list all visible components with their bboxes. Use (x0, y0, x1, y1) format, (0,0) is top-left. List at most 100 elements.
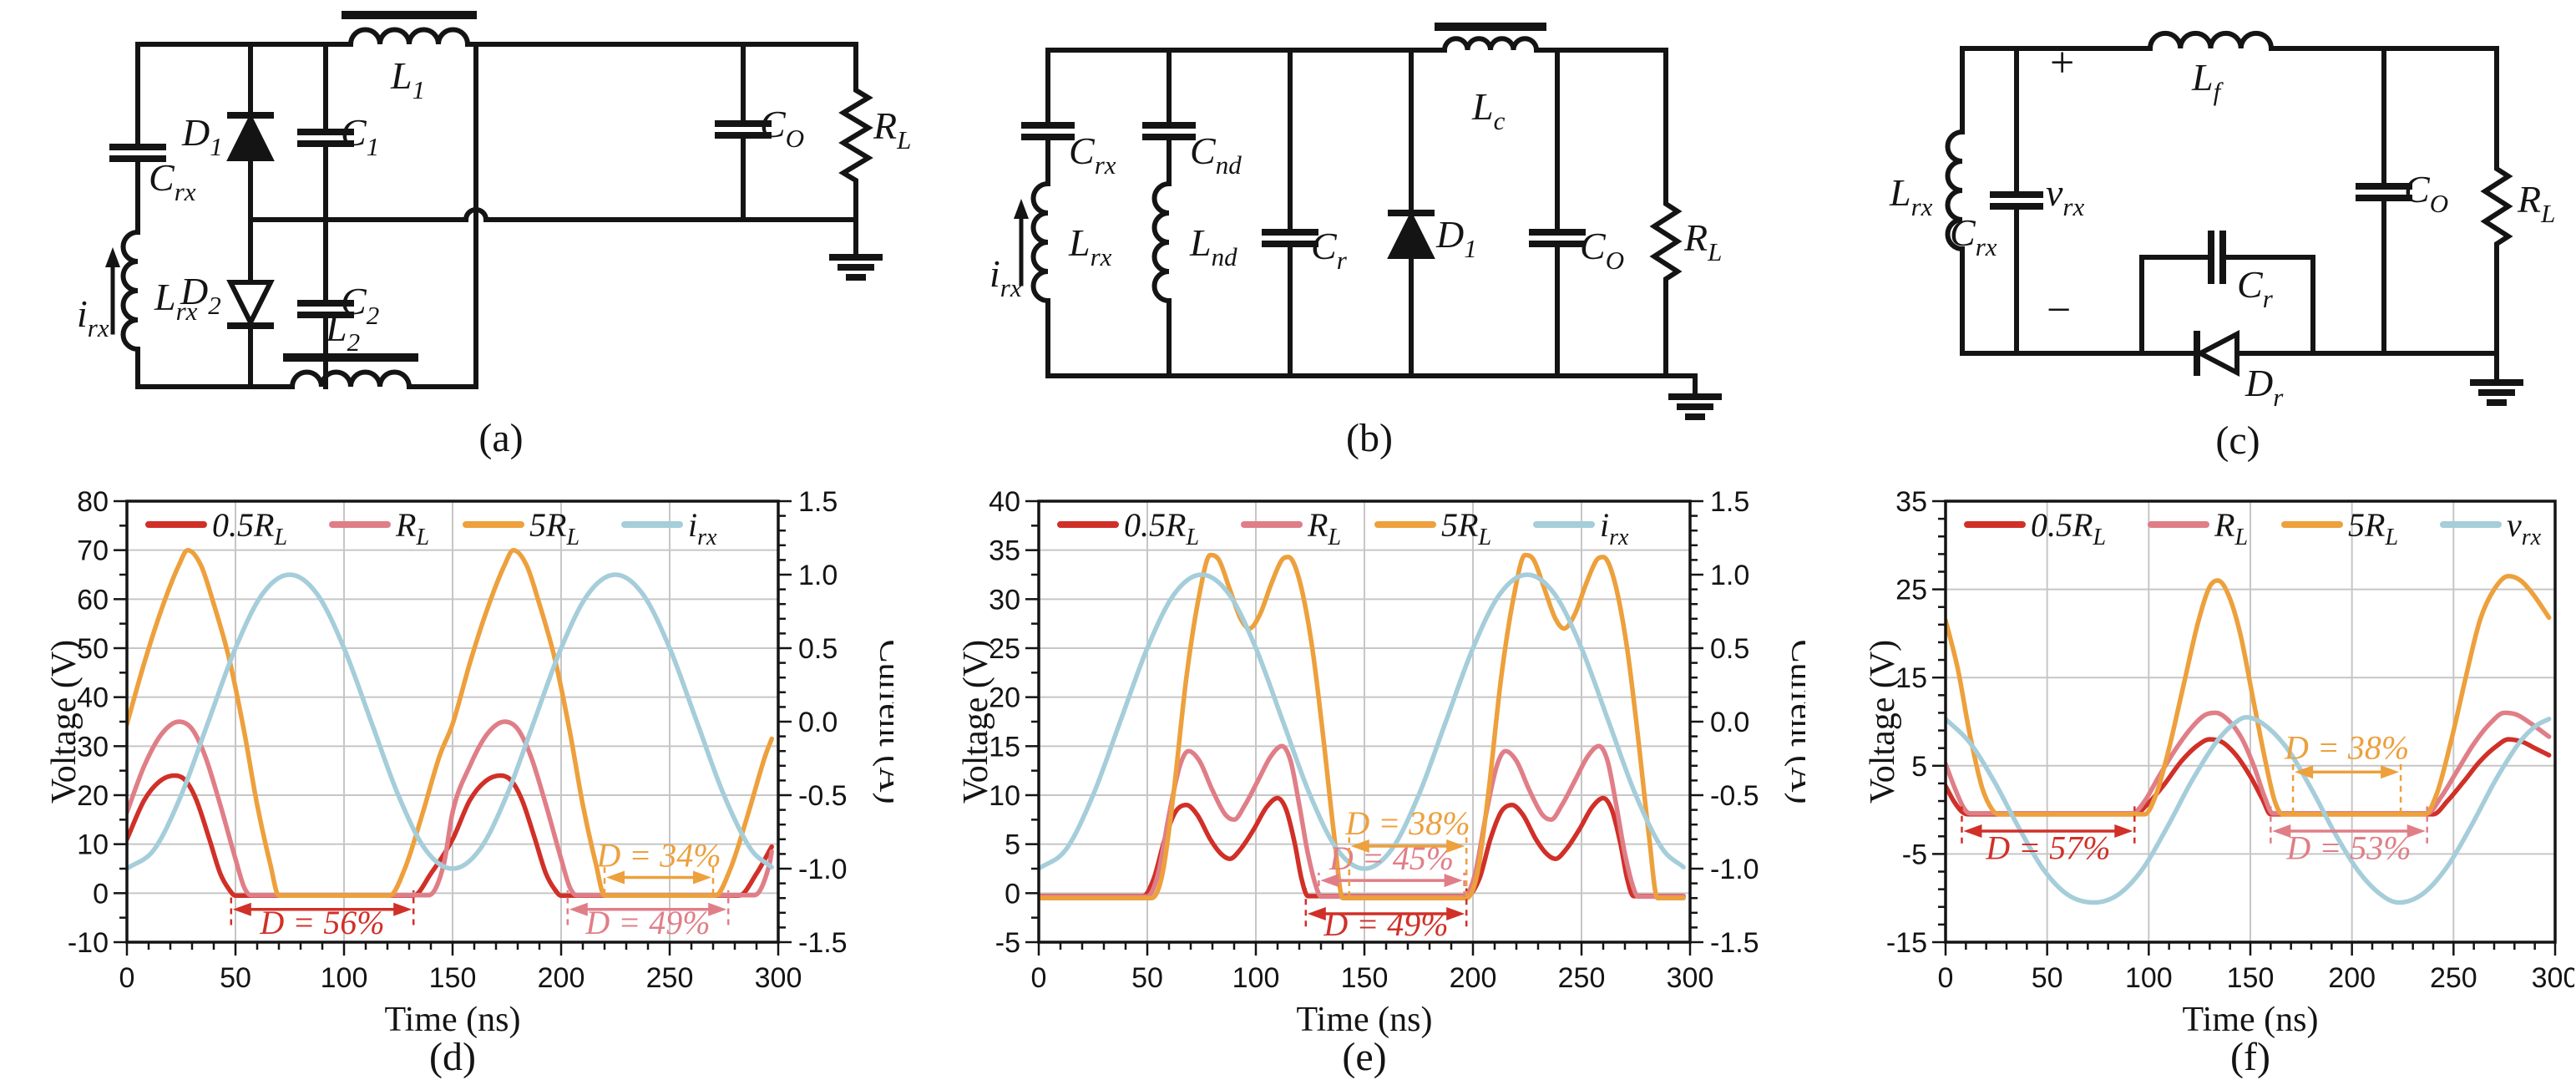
svg-text:20: 20 (989, 682, 1020, 714)
label-rl: RL (873, 104, 912, 155)
current-arrow-irx (105, 247, 120, 335)
svg-text:D = 34%: D = 34% (595, 837, 721, 875)
svg-text:D = 53%: D = 53% (2285, 829, 2411, 867)
inductor-lrx-icon (120, 229, 141, 352)
capacitor-crx-icon (1021, 122, 1075, 140)
svg-text:300: 300 (1667, 962, 1714, 994)
chart-e: 0 50 100 150 200 250 300 -5 0 5 10 15 20 25 30 35 40 -1.5… (957, 486, 1822, 1040)
label-lc: Lc (1472, 85, 1506, 135)
svg-text:40: 40 (989, 487, 1020, 518)
svg-text:150: 150 (2227, 962, 2275, 994)
svg-text:Voltage (V): Voltage (V) (962, 640, 995, 804)
series-irx (126, 572, 774, 871)
resistor-rl-icon (838, 42, 873, 222)
svg-text:0.0: 0.0 (798, 707, 838, 738)
svg-text:D = 49%: D = 49% (1323, 905, 1448, 943)
svg-text:10: 10 (989, 780, 1020, 812)
svg-text:15: 15 (1895, 662, 1927, 694)
series-5RL (1945, 574, 2552, 817)
inductor-l1-icon (342, 11, 477, 48)
label-co: CO (2404, 168, 2449, 218)
diode-dr-icon (2194, 330, 2239, 377)
capacitor-cr-icon (1262, 48, 1318, 378)
label-lnd: Lnd (1190, 221, 1237, 271)
label-lf: Lf (2192, 56, 2221, 106)
circuit-a-drawing (105, 11, 883, 390)
svg-text:D = 56%: D = 56% (259, 904, 384, 941)
svg-text:10: 10 (77, 829, 109, 861)
diode-d1-icon (226, 112, 275, 161)
svg-text:1.5: 1.5 (798, 487, 838, 518)
minus-sign: − (2047, 286, 2072, 334)
label-d1: D1 (182, 111, 223, 161)
chart-plot-d: 0 50 100 150 200 250 300 -10 0 10 20 30 40 50 60 70 80 -1… (45, 486, 910, 1039)
svg-text:100: 100 (321, 962, 368, 994)
svg-text:100: 100 (2125, 962, 2173, 994)
svg-text:-1.0: -1.0 (798, 854, 848, 885)
svg-text:5RL: 5RL (529, 506, 579, 550)
svg-text:0.5: 0.5 (1710, 633, 1749, 665)
label-d1: D1 (1436, 213, 1477, 263)
label-d2: D2 (180, 270, 221, 320)
svg-text:Voltage (V): Voltage (V) (50, 640, 84, 804)
diode-d1-icon (1387, 48, 1435, 378)
circuit-b: irx Crx Lrx Cnd Lnd Cr D1 Lc CO RL (989, 8, 1741, 443)
svg-text:-5: -5 (995, 927, 1020, 959)
svg-text:250: 250 (2430, 962, 2477, 994)
circuit-c-drawing (1945, 30, 2523, 406)
svg-text:0: 0 (119, 962, 135, 994)
svg-text:80: 80 (77, 487, 109, 518)
svg-text:0.5: 0.5 (798, 633, 838, 665)
svg-text:200: 200 (1450, 962, 1497, 994)
ground-icon (829, 217, 883, 281)
svg-text:vrx: vrx (2507, 506, 2542, 550)
svg-text:25: 25 (1895, 575, 1927, 606)
capacitor-co-icon (2356, 46, 2412, 356)
svg-text:70: 70 (77, 535, 109, 567)
svg-text:0: 0 (1005, 878, 1020, 910)
svg-text:25: 25 (989, 633, 1020, 665)
svg-text:1.5: 1.5 (1710, 487, 1749, 518)
diode-d2-icon (226, 280, 275, 329)
wire-mid-rail (248, 207, 858, 223)
inductor-l2-icon (283, 353, 418, 390)
capacitor-cr-loop (2139, 231, 2315, 356)
series-irx (1038, 572, 1686, 871)
label-irx: irx (77, 292, 109, 342)
label-dr: Dr (2245, 362, 2284, 412)
label-lrx: Lrx (154, 276, 198, 326)
capacitor-co-icon (1529, 48, 1586, 378)
svg-text:0.0: 0.0 (1710, 707, 1749, 738)
svg-text:0: 0 (93, 878, 109, 910)
svg-text:0: 0 (1938, 962, 1954, 994)
svg-text:-1.5: -1.5 (798, 927, 848, 959)
series-RL (126, 719, 774, 898)
chart-plot-e: 0 50 100 150 200 250 300 -5 0 5 10 15 20 25 30 35 40 -1.5… (957, 486, 1822, 1039)
svg-text:15: 15 (989, 731, 1020, 763)
svg-text:Time (ns): Time (ns) (1297, 1001, 1433, 1039)
svg-text:-1.0: -1.0 (1710, 854, 1759, 885)
svg-text:200: 200 (2328, 962, 2376, 994)
series-vrx (1945, 714, 2552, 905)
label-crx: Crx (1069, 129, 1116, 180)
svg-text:35: 35 (989, 535, 1020, 567)
svg-text:-5: -5 (1902, 839, 1927, 870)
svg-text:300: 300 (755, 962, 802, 994)
circuit-b-drawing (1014, 23, 1722, 420)
capacitor-cnd-icon (1142, 122, 1196, 140)
label-co: CO (760, 103, 805, 153)
svg-text:30: 30 (989, 584, 1020, 616)
svg-text:RL: RL (1307, 506, 1341, 550)
svg-text:100: 100 (1232, 962, 1280, 994)
capacitor-cr-icon (2208, 231, 2226, 284)
svg-text:D = 57%: D = 57% (1985, 829, 2110, 867)
svg-text:0.5RL: 0.5RL (212, 506, 287, 550)
label-co: CO (1580, 225, 1625, 275)
svg-text:irx: irx (688, 506, 717, 550)
svg-text:Time (ns): Time (ns) (385, 1001, 521, 1039)
label-c1: C1 (341, 111, 380, 161)
circuit-c: Lrx Crx vrx + − Lf Cr Dr CO RL (1883, 7, 2576, 458)
svg-text:150: 150 (1341, 962, 1389, 994)
svg-text:60: 60 (77, 584, 109, 616)
svg-text:Current (A): Current (A) (872, 639, 893, 804)
